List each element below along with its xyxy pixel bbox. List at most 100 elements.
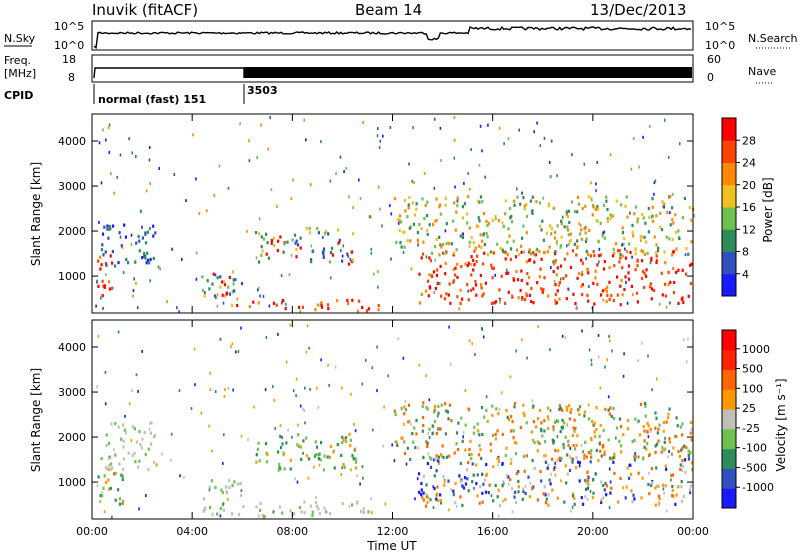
sparse-echo-201	[405, 408, 407, 412]
echo-1-0	[123, 428, 126, 432]
echo-3-18	[257, 301, 260, 305]
sparse-echo-171	[596, 160, 598, 164]
echo-1-2	[105, 466, 108, 470]
echo-4-64	[352, 457, 355, 461]
colorbar-swatch-7	[722, 118, 736, 141]
echo-5-180	[581, 293, 584, 297]
echo-1-33	[124, 235, 127, 239]
sparse-echo-120	[227, 186, 230, 190]
echo-6-245	[412, 440, 415, 444]
sparse-echo-106	[320, 140, 322, 144]
nsky-top: 10^5	[54, 20, 84, 33]
echo-5-198	[460, 478, 463, 482]
echo-5-246	[555, 301, 558, 305]
sparse-echo-67	[664, 436, 666, 440]
sparse-echo-71	[505, 268, 508, 272]
echo-4-32	[333, 466, 336, 470]
echo-6-61	[685, 247, 688, 251]
sparse-echo-3	[471, 342, 473, 346]
echo-5-87	[654, 486, 657, 490]
echo-6-173	[655, 416, 658, 420]
echo-6-270	[403, 405, 406, 409]
echo-5-95	[689, 484, 692, 488]
echo-5-194	[459, 461, 462, 465]
sparse-echo-221	[413, 181, 415, 185]
echo-6-43	[585, 249, 588, 253]
sparse-echo-230	[273, 398, 276, 402]
echo-4-55	[258, 232, 261, 236]
sparse-echo-228	[425, 374, 427, 378]
echo-6-155	[591, 420, 594, 424]
sparse-echo-31	[296, 480, 299, 484]
echo-6-164	[580, 237, 583, 241]
sparse-echo-145	[393, 459, 396, 463]
echo-1-15	[138, 430, 141, 434]
echo-6-134	[428, 456, 432, 460]
echo-0-2	[101, 294, 104, 298]
echo-3-19	[272, 301, 275, 305]
echo-5-27	[671, 484, 674, 489]
echo-6-263	[446, 410, 450, 414]
echo-5-23	[539, 267, 542, 271]
echo-6-21	[615, 426, 619, 430]
echo-6-76	[666, 211, 669, 215]
echo-5-62	[528, 495, 531, 499]
echo-6-73	[646, 421, 649, 425]
sparse-echo-2	[690, 427, 693, 431]
echo-6-240	[424, 203, 427, 207]
echo-5-183	[538, 275, 541, 279]
echo-6-84	[655, 214, 658, 218]
freq-top: 18	[62, 53, 76, 66]
sparse-echo-11	[108, 123, 111, 127]
echo-1-0	[111, 250, 114, 254]
echo-5-64	[522, 487, 525, 491]
echo-5-235	[497, 488, 500, 492]
echo-6-19	[565, 405, 568, 409]
echo-6-255	[491, 413, 494, 417]
echo-6-135	[494, 437, 497, 441]
sparse-echo-92	[590, 181, 592, 185]
sparse-echo-105	[523, 250, 525, 254]
echo-2-2	[237, 482, 240, 486]
echo-5-83	[664, 294, 667, 298]
echo-4-54	[291, 238, 294, 242]
echo-6-121	[683, 196, 686, 200]
sparse-echo-83	[327, 363, 329, 367]
echo-6-157	[472, 431, 475, 435]
echo-2-20	[240, 282, 244, 286]
echo-1-19	[110, 422, 113, 426]
echo-6-33	[511, 420, 514, 424]
sparse-echo-78	[113, 191, 115, 195]
echo-5-107	[476, 254, 479, 258]
sparse-echo-101	[248, 159, 251, 163]
sparse-echo-161	[591, 325, 593, 329]
sparse-echo-251	[668, 450, 670, 453]
echo-6-131	[431, 431, 434, 435]
echo-6-24	[527, 250, 531, 254]
echo-3-7	[318, 512, 321, 516]
sparse-echo-30	[214, 390, 217, 394]
echo-6-8	[466, 221, 469, 225]
sparse-echo-41	[411, 179, 413, 183]
echo-0-4	[99, 267, 102, 271]
echo-6-217	[618, 439, 621, 443]
echo-5-186	[608, 266, 611, 270]
echo-6-177	[535, 425, 538, 429]
echo-5-203	[492, 266, 495, 270]
echo-4-23	[295, 247, 298, 252]
echo-5-106	[685, 272, 688, 276]
sparse-echo-187	[428, 398, 431, 402]
echo-5-110	[689, 491, 692, 495]
echo-5-251	[636, 258, 639, 262]
echo-6-2	[432, 223, 435, 227]
echo-2-18	[210, 479, 214, 483]
sparse-echo-231	[450, 487, 452, 491]
echo-5-95	[565, 297, 568, 301]
nsearch-label: N.Search	[748, 32, 798, 45]
echo-6-193	[681, 433, 684, 437]
echo-6-235	[444, 402, 447, 406]
sparse-echo-139	[543, 136, 546, 140]
echo-6-13	[643, 429, 646, 433]
echo-6-91	[485, 219, 488, 223]
echo-6-178	[554, 420, 557, 424]
